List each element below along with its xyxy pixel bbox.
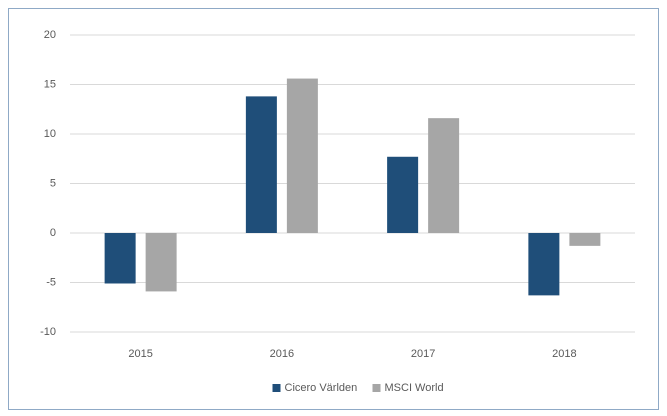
bar <box>286 78 318 233</box>
x-tick-label: 2018 <box>552 348 576 360</box>
bar <box>245 96 277 233</box>
y-tick-label: 5 <box>50 177 56 189</box>
y-tick-label: 15 <box>44 78 56 90</box>
y-tick-label: 20 <box>44 29 56 41</box>
bar <box>528 233 560 296</box>
x-tick-label: 2017 <box>411 348 435 360</box>
legend-swatch <box>272 384 281 392</box>
x-tick-label: 2015 <box>128 348 152 360</box>
legend-label: Cicero Världen <box>285 382 358 394</box>
bar <box>145 233 177 292</box>
x-tick-label: 2016 <box>270 348 294 360</box>
legend-label: MSCI World <box>385 382 444 394</box>
y-tick-label: -10 <box>40 326 56 338</box>
bar <box>387 156 419 233</box>
bar <box>428 118 460 233</box>
chart-frame <box>8 8 659 410</box>
y-tick-label: 10 <box>44 128 56 140</box>
bar <box>569 233 601 246</box>
legend-swatch <box>372 384 381 392</box>
bar <box>104 233 136 284</box>
y-tick-label: -5 <box>46 276 56 288</box>
y-tick-label: 0 <box>50 227 56 239</box>
